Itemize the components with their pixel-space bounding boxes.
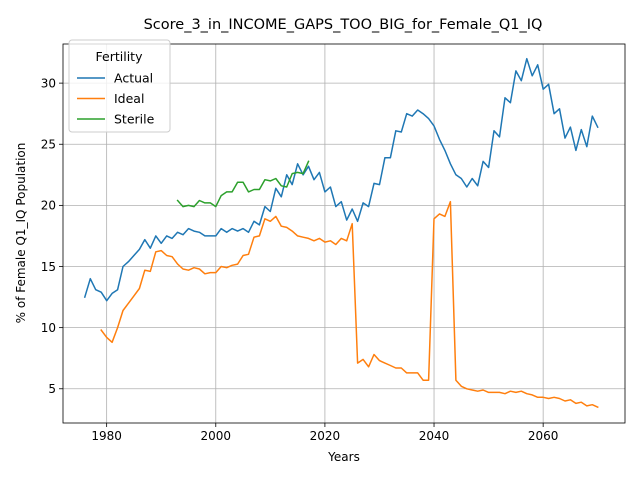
- series-line-ideal: [100, 200, 599, 409]
- x-tick-label: 2000: [201, 429, 232, 443]
- y-tick-label: 25: [41, 138, 56, 152]
- y-tick-label: 20: [41, 199, 56, 213]
- series-line-actual: [83, 57, 599, 302]
- y-tick-label: 5: [48, 382, 56, 396]
- legend-label-actual: Actual: [114, 71, 153, 86]
- series-lines: [83, 57, 599, 409]
- legend-label-ideal: Ideal: [114, 91, 144, 106]
- legend-box: [68, 39, 171, 133]
- y-axis-label: % of Female Q1_IQ Population: [14, 143, 28, 324]
- plot-area-frame: [62, 43, 626, 424]
- legend-label-sterile: Sterile: [114, 112, 155, 127]
- x-tick-label: 2060: [528, 429, 559, 443]
- legend-title: Fertility: [96, 49, 144, 64]
- y-tick-label: 30: [41, 76, 56, 90]
- x-tick-label: 1980: [91, 429, 122, 443]
- x-axis-ticks: 1980 2000 2020 2040 2060: [91, 423, 558, 443]
- x-tick-label: 2020: [310, 429, 341, 443]
- series-line-sterile: [176, 160, 310, 208]
- y-tick-label: 15: [41, 260, 56, 274]
- x-axis-label: Years: [327, 450, 360, 464]
- legend-items: Actual Ideal Sterile: [77, 71, 155, 127]
- x-tick-label: 2040: [419, 429, 450, 443]
- grid-lines: [63, 44, 625, 423]
- chart-title: Score_3_in_INCOME_GAPS_TOO_BIG_for_Femal…: [144, 17, 543, 33]
- y-axis-ticks: 5 10 15 20 25 30: [41, 76, 63, 396]
- legend: Fertility Actual Ideal Sterile: [68, 39, 171, 133]
- y-tick-label: 10: [41, 321, 56, 335]
